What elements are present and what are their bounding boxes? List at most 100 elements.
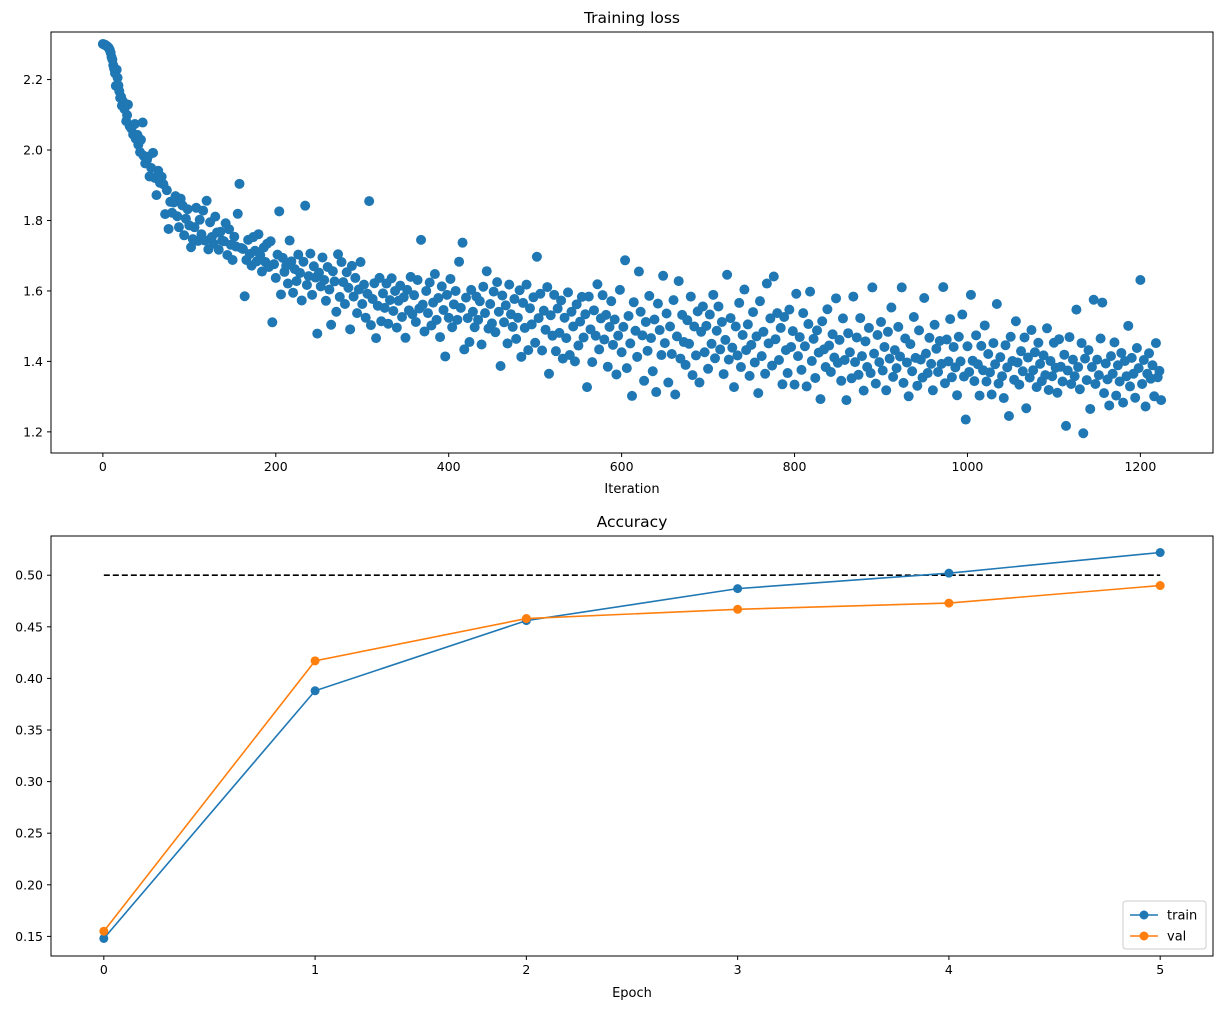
loss-point	[637, 330, 648, 341]
loss-point	[1125, 381, 1135, 392]
loss-point	[658, 270, 669, 281]
loss-point	[135, 134, 146, 145]
legend-label-train: train	[1167, 909, 1197, 924]
y-tick-label: 2.0	[23, 143, 43, 158]
loss-point	[388, 306, 399, 317]
loss-point	[419, 326, 430, 337]
loss-point	[793, 351, 803, 362]
x-tick-label: 1	[311, 962, 319, 977]
loss-point	[753, 388, 764, 399]
loss-point	[239, 291, 250, 302]
loss-point	[767, 360, 778, 371]
loss-point	[901, 357, 912, 368]
loss-point	[742, 319, 753, 330]
loss-point	[986, 389, 997, 400]
loss-point	[659, 338, 670, 349]
loss-point	[718, 369, 729, 380]
loss-point	[782, 368, 793, 379]
loss-point	[945, 314, 956, 325]
loss-point	[329, 276, 340, 287]
legend-marker-val	[1139, 931, 1149, 941]
loss-point	[509, 294, 520, 305]
loss-point	[282, 278, 293, 289]
loss-point	[575, 316, 586, 327]
loss-point	[737, 329, 748, 340]
loss-point	[500, 300, 511, 311]
loss-point	[516, 351, 527, 362]
loss-point	[447, 322, 458, 333]
x-tick-label: 4	[945, 962, 953, 977]
loss-point	[1130, 392, 1141, 403]
loss-point	[720, 334, 731, 345]
loss-point	[607, 339, 618, 350]
train-line	[103, 551, 1161, 939]
loss-point	[841, 395, 852, 406]
loss-point	[544, 368, 554, 379]
loss-point	[1038, 350, 1049, 361]
loss-point	[417, 299, 428, 310]
loss-point	[984, 367, 995, 378]
loss-point	[531, 251, 542, 262]
val-point	[1155, 581, 1165, 591]
loss-point	[1026, 325, 1037, 336]
loss-point	[348, 291, 359, 302]
x-tick-label: 600	[610, 459, 634, 474]
loss-point	[851, 332, 862, 343]
loss-point	[749, 357, 760, 368]
loss-point	[844, 347, 855, 358]
loss-point	[665, 321, 676, 332]
loss-point	[888, 371, 899, 382]
y-tick-label: 0.20	[15, 877, 43, 892]
loss-point	[173, 222, 184, 233]
train-point	[1155, 548, 1165, 558]
loss-point	[343, 282, 354, 293]
loss-point	[345, 324, 356, 335]
loss-point	[817, 316, 828, 327]
loss-point	[680, 359, 691, 370]
loss-point	[530, 337, 541, 348]
loss-point	[1000, 340, 1011, 351]
loss-point	[666, 349, 677, 359]
loss-point	[198, 205, 209, 216]
loss-point	[625, 338, 636, 349]
loss-point	[319, 275, 330, 286]
loss-point	[429, 269, 440, 280]
loss-point	[358, 279, 369, 290]
loss-point	[286, 256, 297, 267]
loss-point	[186, 242, 197, 253]
loss-point	[711, 325, 722, 336]
loss-point	[374, 272, 385, 283]
loss-point	[521, 279, 532, 290]
val-line	[103, 584, 1161, 932]
loss-point	[1085, 403, 1096, 414]
loss-point	[803, 319, 814, 330]
loss-point	[618, 321, 629, 332]
loss-point	[455, 302, 466, 313]
loss-point	[1012, 357, 1023, 368]
loss-point	[234, 178, 245, 189]
val-point	[521, 614, 531, 624]
loss-point	[723, 354, 734, 365]
loss-point	[172, 211, 183, 222]
loss-point	[355, 257, 366, 268]
loss-point	[1005, 331, 1016, 342]
loss-point	[383, 318, 394, 329]
loss-point	[651, 387, 662, 398]
loss-point	[274, 206, 285, 217]
train-point	[310, 686, 320, 696]
loss-point	[874, 357, 885, 368]
loss-point	[1092, 354, 1103, 365]
training-loss-plot: Training loss 0 200 400 600 800 1000 1200 1.21…	[23, 9, 1214, 497]
loss-point	[1156, 395, 1167, 406]
loss-point	[1088, 294, 1099, 305]
loss-point	[642, 345, 653, 356]
loss-point	[903, 391, 914, 402]
loss-point	[379, 302, 390, 313]
loss-point	[454, 256, 465, 267]
loss-point	[537, 345, 548, 356]
loss-point	[886, 302, 897, 313]
loss-point	[583, 291, 594, 302]
loss-point	[713, 301, 724, 312]
x-tick-label: 200	[264, 459, 288, 474]
loss-point	[336, 257, 347, 268]
